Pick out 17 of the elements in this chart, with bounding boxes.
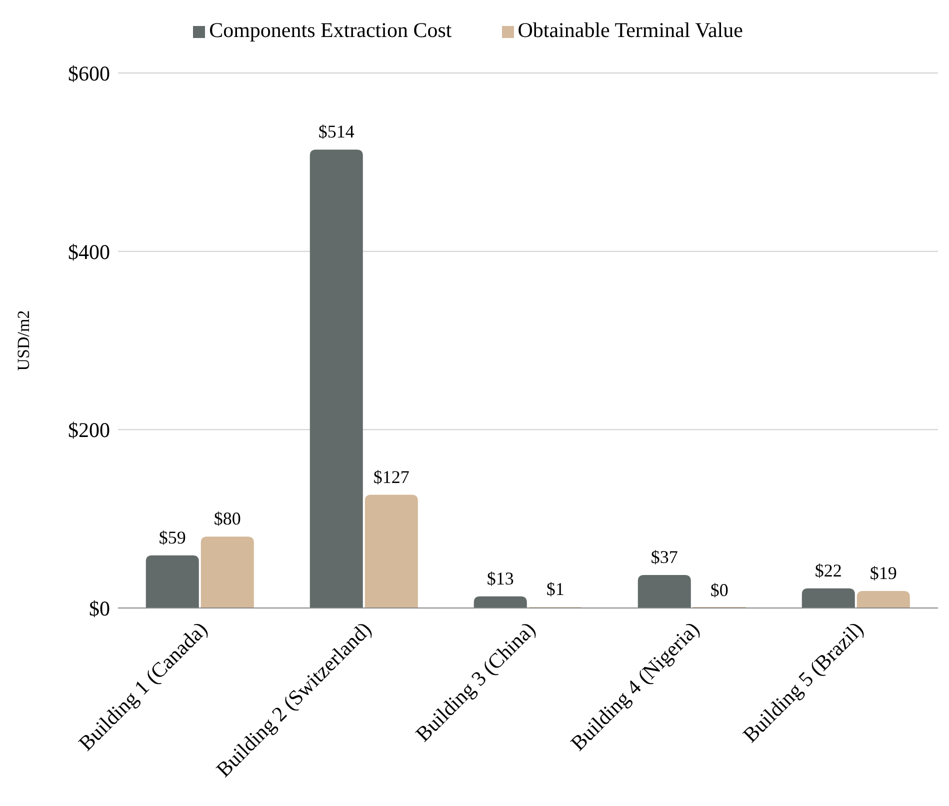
data-label: $1 [546, 579, 564, 600]
y-tick-label: $0 [89, 596, 110, 620]
data-label: $19 [870, 563, 897, 584]
data-label: $127 [373, 466, 410, 487]
y-tick-label: $200 [68, 418, 110, 442]
data-label: $13 [486, 568, 514, 588]
y-tick-label: $400 [68, 240, 110, 264]
data-label: $22 [814, 560, 842, 580]
data-label: $0 [710, 580, 728, 600]
data-label: $59 [158, 527, 186, 548]
data-label: $37 [650, 547, 678, 568]
legend-label: Obtainable Terminal Value [518, 18, 743, 42]
data-label: $514 [318, 122, 354, 142]
y-axis-title: USD/m2 [14, 310, 34, 371]
legend-label: Components Extraction Cost [209, 18, 452, 42]
data-label: $80 [214, 508, 241, 529]
y-tick-label: $600 [68, 61, 110, 86]
